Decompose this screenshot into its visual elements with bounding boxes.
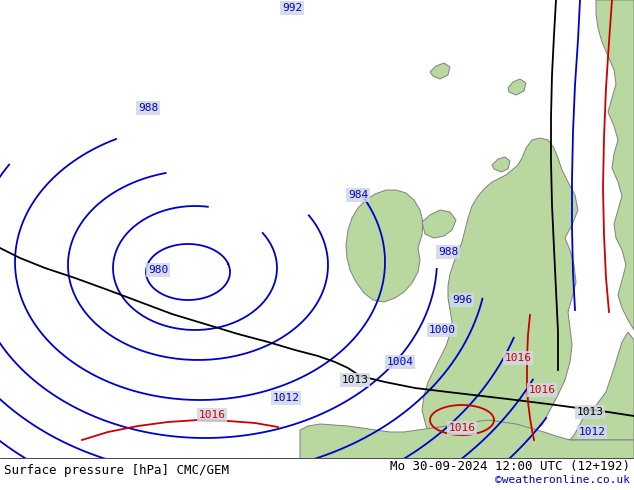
Polygon shape [346, 190, 423, 302]
Text: 1013: 1013 [576, 407, 604, 417]
Text: 1012: 1012 [273, 393, 299, 403]
Text: ©weatheronline.co.uk: ©weatheronline.co.uk [495, 475, 630, 485]
Text: 984: 984 [348, 190, 368, 200]
Text: 988: 988 [138, 103, 158, 113]
Text: 992: 992 [282, 3, 302, 13]
Text: 1012: 1012 [578, 427, 605, 437]
Polygon shape [430, 63, 450, 79]
Text: 1004: 1004 [387, 357, 413, 367]
Text: 1016: 1016 [448, 423, 476, 433]
Polygon shape [508, 79, 526, 95]
Polygon shape [596, 0, 634, 330]
Polygon shape [300, 420, 634, 490]
Text: 1016: 1016 [505, 353, 531, 363]
Text: 988: 988 [438, 247, 458, 257]
Text: Surface pressure [hPa] CMC/GEM: Surface pressure [hPa] CMC/GEM [4, 464, 229, 476]
Text: 1013: 1013 [342, 375, 368, 385]
Text: 1000: 1000 [429, 325, 455, 335]
Bar [0, 458, 634, 490]
Text: Mo 30-09-2024 12:00 UTC (12+192): Mo 30-09-2024 12:00 UTC (12+192) [390, 460, 630, 472]
Polygon shape [560, 332, 634, 440]
Text: 1016: 1016 [529, 385, 555, 395]
Text: 1016: 1016 [198, 410, 226, 420]
Text: 996: 996 [452, 295, 472, 305]
Polygon shape [422, 138, 578, 440]
Polygon shape [422, 210, 456, 238]
Text: 980: 980 [148, 265, 168, 275]
Polygon shape [492, 157, 510, 172]
